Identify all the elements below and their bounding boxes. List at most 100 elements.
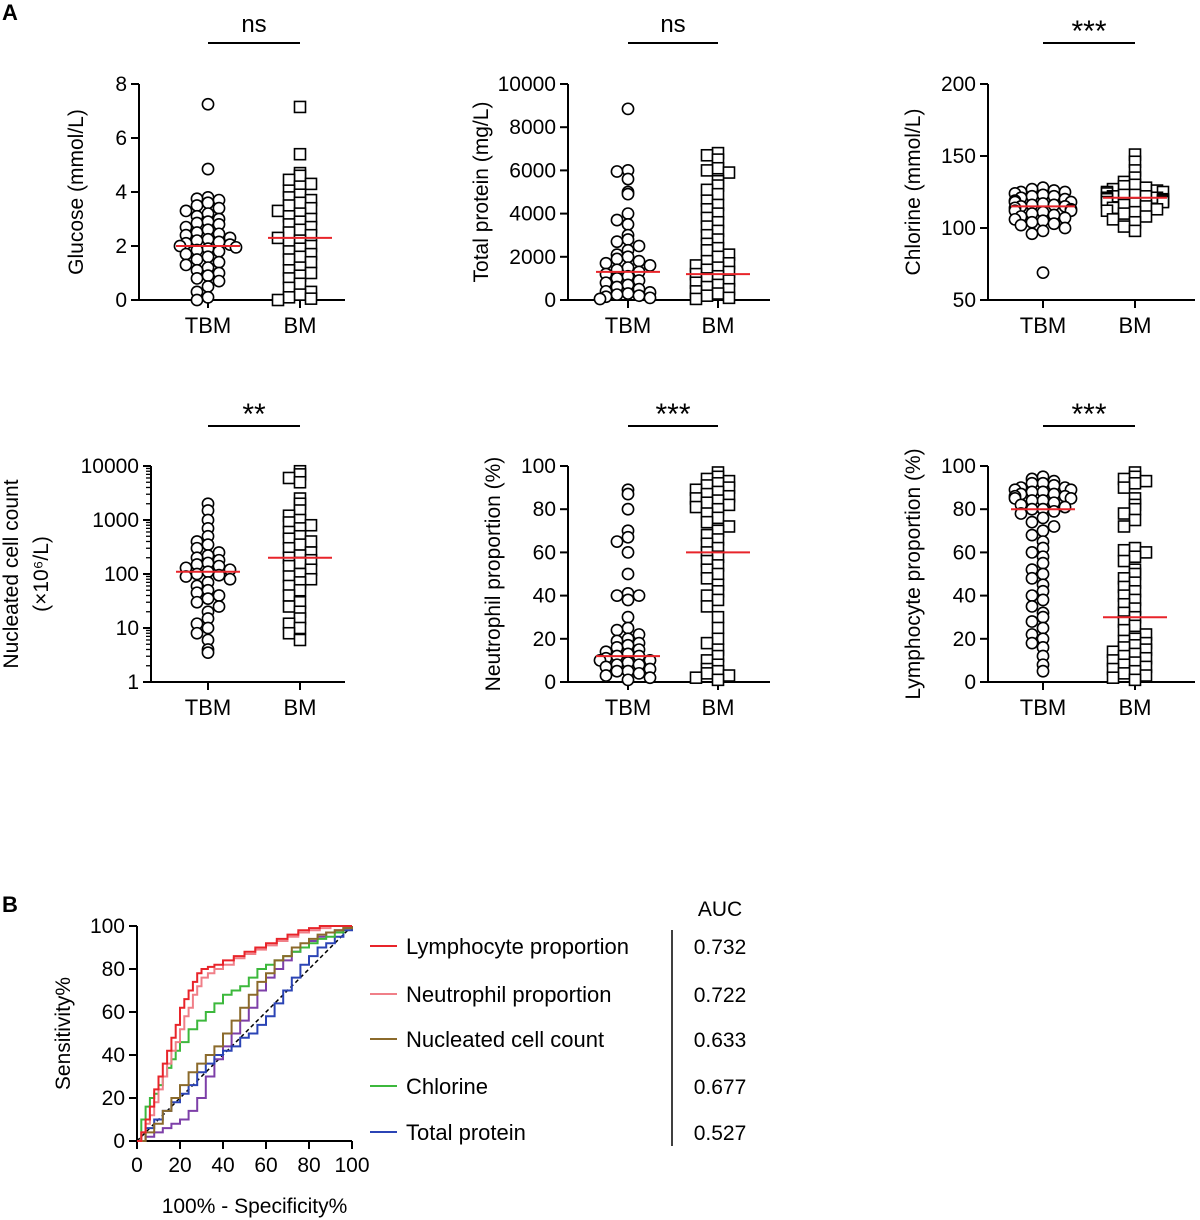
data-point — [201, 592, 215, 606]
y-tick-label: 40 — [533, 585, 556, 608]
data-point — [1025, 600, 1039, 613]
data-point — [1139, 210, 1153, 223]
y-tick-label: 8000 — [509, 116, 556, 139]
data-point — [610, 589, 624, 602]
data-point — [201, 290, 215, 304]
data-point — [621, 487, 635, 501]
auc-value: 0.633 — [694, 1029, 747, 1052]
x-category-label: BM — [702, 313, 735, 338]
data-point — [700, 164, 714, 177]
data-point — [700, 289, 714, 302]
y-tick-label: 20 — [953, 628, 976, 651]
significance-label: ns — [660, 11, 685, 38]
data-point — [190, 567, 204, 581]
y-axis-label: Sensitivity% — [52, 977, 75, 1090]
data-point — [304, 255, 318, 269]
series-bm — [1100, 148, 1170, 238]
data-point — [621, 673, 635, 687]
x-category-label: TBM — [1020, 313, 1066, 338]
data-point — [293, 223, 307, 237]
data-point — [621, 172, 635, 186]
data-point — [711, 161, 725, 175]
significance-label: ** — [242, 398, 266, 431]
data-point — [1117, 507, 1131, 520]
y-tick-label: 20 — [533, 628, 556, 651]
data-point — [1106, 671, 1120, 684]
data-point — [722, 498, 736, 512]
data-point — [1036, 224, 1050, 238]
significance-label: ns — [241, 11, 266, 38]
data-point — [201, 280, 215, 293]
data-point — [1117, 220, 1131, 233]
data-point — [711, 511, 725, 525]
x-tick-label: 40 — [211, 1154, 234, 1177]
data-point — [632, 239, 646, 253]
data-point — [700, 515, 714, 529]
auc-value: 0.677 — [694, 1076, 747, 1099]
data-point — [1058, 221, 1072, 235]
x-tick-label: 60 — [254, 1154, 277, 1177]
y-tick-label: 40 — [953, 585, 976, 608]
data-point — [304, 177, 318, 191]
y-tick-label: 60 — [102, 1001, 125, 1024]
y-tick-label: 2 — [115, 235, 127, 258]
data-point — [722, 291, 736, 305]
x-tick-label: 80 — [297, 1154, 320, 1177]
y-tick-label: 100 — [941, 217, 976, 240]
data-point — [293, 475, 307, 489]
data-point — [700, 636, 714, 650]
significance-label: *** — [1071, 15, 1106, 48]
data-point — [223, 572, 237, 586]
data-point — [282, 589, 296, 602]
auc-header: AUC — [698, 898, 742, 921]
x-category-label: BM — [284, 695, 317, 720]
data-point — [190, 199, 204, 212]
data-point — [643, 671, 657, 685]
series-tbm — [593, 483, 660, 687]
legend-label: Nucleated cell count — [406, 1027, 604, 1052]
y-tick-label: 8 — [115, 73, 127, 96]
data-point — [1025, 615, 1039, 628]
data-point — [621, 102, 635, 116]
x-category-label: BM — [1119, 695, 1152, 720]
data-point — [700, 183, 714, 197]
dotplot-total-protein: 0 2000 4000 6000 8000 10000 TBM BM Total protein… — [470, 11, 770, 338]
series-tbm — [1008, 181, 1078, 280]
data-point — [212, 255, 226, 269]
data-point — [1036, 621, 1050, 635]
data-point — [212, 201, 226, 215]
roc-curve-plot: 0 20 40 60 80 100 0 20 40 60 80 100 Sensitivity% 100%… — [52, 915, 370, 1218]
data-point — [621, 593, 635, 607]
data-point — [1106, 213, 1120, 226]
data-point — [282, 471, 296, 485]
data-point — [304, 535, 318, 548]
data-point — [1117, 623, 1131, 637]
data-point — [621, 287, 635, 300]
data-point — [293, 169, 307, 183]
data-point — [201, 250, 215, 264]
dotplot-glucose: 0 2 4 6 8 TBM BM Glucose (mmol/L) ns — [65, 11, 345, 338]
data-point — [1025, 215, 1039, 229]
data-point — [179, 204, 193, 218]
y-tick-label: 0 — [964, 671, 976, 694]
data-point — [1047, 217, 1061, 231]
data-point — [293, 196, 307, 210]
y-tick-label: 10 — [116, 617, 139, 640]
data-point — [711, 593, 725, 607]
significance-label: *** — [655, 398, 690, 431]
data-point — [711, 621, 725, 635]
data-point — [282, 626, 296, 640]
data-point — [1025, 528, 1039, 542]
series-bm — [686, 466, 750, 687]
data-point — [282, 253, 296, 266]
data-point — [610, 535, 624, 548]
data-point — [599, 256, 613, 270]
y-tick-label: 20 — [102, 1087, 125, 1110]
y-tick-label: 10000 — [81, 455, 139, 478]
data-point — [229, 240, 243, 254]
y-tick-label: 60 — [533, 541, 556, 564]
data-point — [201, 162, 215, 176]
x-category-label: TBM — [185, 313, 231, 338]
data-point — [711, 673, 725, 687]
